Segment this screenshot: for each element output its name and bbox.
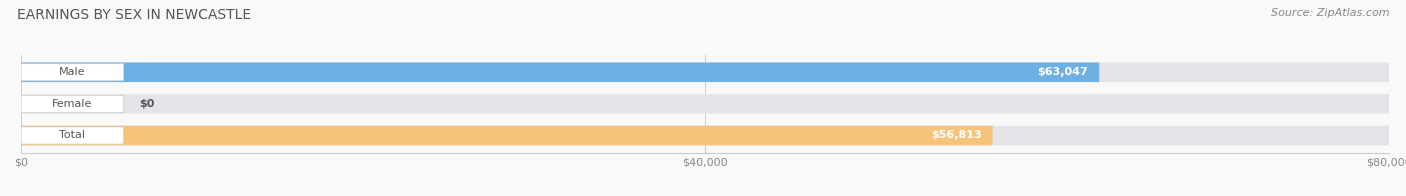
Text: Male: Male [59,67,86,77]
FancyBboxPatch shape [21,94,1389,114]
FancyBboxPatch shape [21,127,124,144]
FancyBboxPatch shape [21,63,1099,82]
Text: $56,813: $56,813 [931,131,981,141]
Text: Source: ZipAtlas.com: Source: ZipAtlas.com [1271,8,1389,18]
Text: EARNINGS BY SEX IN NEWCASTLE: EARNINGS BY SEX IN NEWCASTLE [17,8,252,22]
Text: $0: $0 [139,99,155,109]
FancyBboxPatch shape [21,64,124,81]
FancyBboxPatch shape [21,63,1389,82]
FancyBboxPatch shape [21,126,993,145]
FancyBboxPatch shape [21,126,1389,145]
Text: Total: Total [59,131,86,141]
FancyBboxPatch shape [21,95,124,113]
Text: Female: Female [52,99,93,109]
Text: $63,047: $63,047 [1038,67,1088,77]
